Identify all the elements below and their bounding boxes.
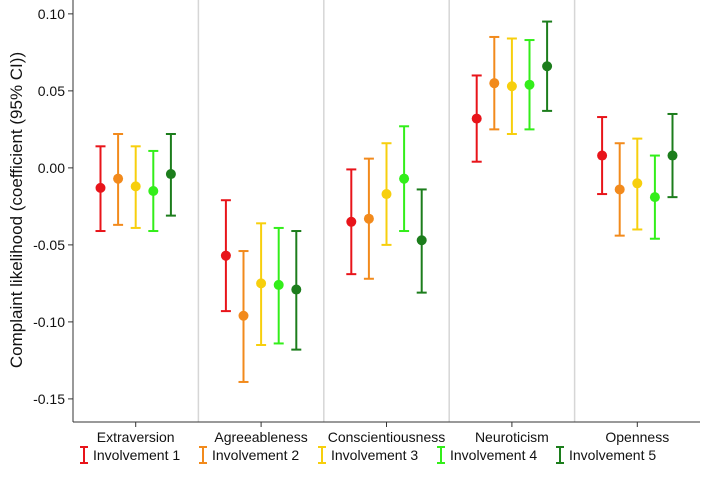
- series-involvement-4: [148, 39, 660, 345]
- point-involvement-5-neuroticism: [542, 61, 553, 72]
- legend-item-involvement-5: Involvement 5: [556, 446, 656, 464]
- point-involvement-4-extraversion: [148, 185, 159, 196]
- point-involvement-3-openness: [632, 178, 643, 189]
- point-involvement-5-extraversion: [165, 169, 176, 180]
- y-axis-title: Complaint likelihood (coefficient (95% C…: [7, 52, 26, 368]
- legend-label: Involvement 1: [93, 447, 180, 463]
- y-tick-label: -0.05: [33, 237, 65, 253]
- point-involvement-3-agreeableness: [256, 278, 267, 289]
- legend-label: Involvement 3: [331, 447, 418, 463]
- point-involvement-4-neuroticism: [524, 79, 535, 90]
- x-tick-label-neuroticism: Neuroticism: [475, 429, 549, 445]
- category-separators: [197, 0, 576, 422]
- point-involvement-4-agreeableness: [273, 279, 284, 290]
- point-involvement-3-conscientiousness: [381, 189, 392, 200]
- error-bar-marks: [95, 20, 678, 383]
- point-involvement-2-openness: [614, 184, 625, 195]
- point-involvement-2-agreeableness: [238, 310, 249, 321]
- legend-item-involvement-3: Involvement 3: [318, 446, 418, 464]
- legend-item-involvement-4: Involvement 4: [437, 446, 537, 464]
- point-involvement-1-agreeableness: [220, 250, 231, 261]
- point-involvement-1-neuroticism: [471, 113, 482, 124]
- legend-label: Involvement 4: [450, 447, 537, 463]
- series-involvement-1: [95, 74, 608, 313]
- point-involvement-2-extraversion: [113, 173, 124, 184]
- y-tick-label: 0.05: [38, 83, 65, 99]
- legend-label: Involvement 5: [569, 447, 656, 463]
- point-involvement-3-neuroticism: [506, 81, 517, 92]
- legend-item-involvement-2: Involvement 2: [199, 446, 299, 464]
- legend-item-involvement-1: Involvement 1: [80, 446, 180, 464]
- point-involvement-1-extraversion: [95, 182, 106, 193]
- series-involvement-3: [130, 37, 643, 346]
- point-involvement-4-openness: [649, 192, 660, 203]
- x-axis-ticks: Extraversion Agreeableness Conscientiousne…: [97, 422, 669, 445]
- y-axis-ticks: 0.10 0.05 0.00 -0.05 -0.10 -0.15: [33, 6, 73, 407]
- y-tick-label: -0.15: [33, 391, 65, 407]
- y-tick-label: 0.00: [38, 160, 65, 176]
- legend-label: Involvement 2: [212, 447, 299, 463]
- point-involvement-5-openness: [667, 150, 678, 161]
- point-involvement-3-extraversion: [130, 181, 141, 192]
- point-involvement-5-conscientiousness: [416, 235, 427, 246]
- point-involvement-1-openness: [597, 150, 608, 161]
- point-involvement-4-conscientiousness: [399, 173, 410, 184]
- point-involvement-1-conscientiousness: [346, 216, 357, 227]
- series-involvement-2: [113, 35, 625, 383]
- x-tick-label-extraversion: Extraversion: [97, 429, 175, 445]
- x-tick-label-conscientiousness: Conscientiousness: [328, 429, 446, 445]
- legend: Involvement 1 Involvement 2 Involvement 3 I…: [80, 446, 656, 464]
- x-tick-label-openness: Openness: [605, 429, 669, 445]
- series-involvement-5: [165, 20, 678, 351]
- point-involvement-2-neuroticism: [489, 78, 500, 89]
- x-tick-label-agreeableness: Agreeableness: [214, 429, 307, 445]
- point-involvement-5-agreeableness: [291, 284, 302, 295]
- y-tick-label: -0.10: [33, 314, 65, 330]
- point-involvement-2-conscientiousness: [363, 213, 374, 224]
- y-tick-label: 0.10: [38, 6, 65, 22]
